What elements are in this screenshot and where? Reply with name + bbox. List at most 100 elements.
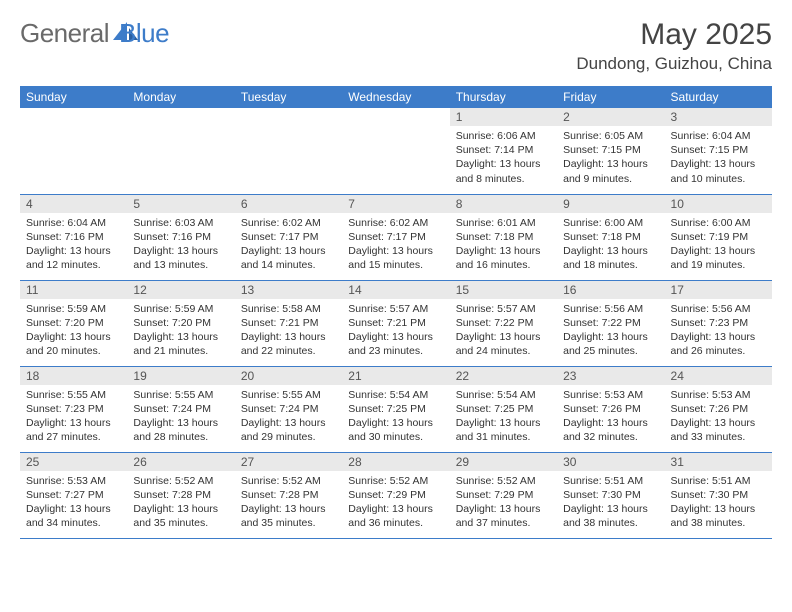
day-number: 6 <box>235 195 342 213</box>
day-details: Sunrise: 5:59 AMSunset: 7:20 PMDaylight:… <box>127 299 234 363</box>
day-number: 2 <box>557 108 664 126</box>
sunset-line: Sunset: 7:30 PM <box>671 488 766 502</box>
day-number: 23 <box>557 367 664 385</box>
day-number: 28 <box>342 453 449 471</box>
daylight-line: Daylight: 13 hours and 22 minutes. <box>241 330 336 358</box>
day-number: 8 <box>450 195 557 213</box>
day-cell: 29Sunrise: 5:52 AMSunset: 7:29 PMDayligh… <box>450 452 557 538</box>
day-cell: 10Sunrise: 6:00 AMSunset: 7:19 PMDayligh… <box>665 194 772 280</box>
day-details: Sunrise: 5:53 AMSunset: 7:26 PMDaylight:… <box>665 385 772 449</box>
day-details: Sunrise: 6:01 AMSunset: 7:18 PMDaylight:… <box>450 213 557 277</box>
calendar-row: 4Sunrise: 6:04 AMSunset: 7:16 PMDaylight… <box>20 194 772 280</box>
daylight-line: Daylight: 13 hours and 33 minutes. <box>671 416 766 444</box>
sunset-line: Sunset: 7:19 PM <box>671 230 766 244</box>
sunset-line: Sunset: 7:15 PM <box>671 143 766 157</box>
day-details: Sunrise: 6:02 AMSunset: 7:17 PMDaylight:… <box>235 213 342 277</box>
sunrise-line: Sunrise: 5:54 AM <box>348 388 443 402</box>
sunrise-line: Sunrise: 5:53 AM <box>563 388 658 402</box>
daylight-line: Daylight: 13 hours and 12 minutes. <box>26 244 121 272</box>
sunrise-line: Sunrise: 5:55 AM <box>133 388 228 402</box>
day-number: 31 <box>665 453 772 471</box>
sunrise-line: Sunrise: 5:56 AM <box>563 302 658 316</box>
daylight-line: Daylight: 13 hours and 31 minutes. <box>456 416 551 444</box>
day-details: Sunrise: 5:52 AMSunset: 7:29 PMDaylight:… <box>342 471 449 535</box>
weekday-header: Tuesday <box>235 86 342 108</box>
sunset-line: Sunset: 7:29 PM <box>348 488 443 502</box>
day-details: Sunrise: 5:57 AMSunset: 7:22 PMDaylight:… <box>450 299 557 363</box>
day-details: Sunrise: 6:05 AMSunset: 7:15 PMDaylight:… <box>557 126 664 190</box>
day-number: 30 <box>557 453 664 471</box>
day-details: Sunrise: 5:53 AMSunset: 7:27 PMDaylight:… <box>20 471 127 535</box>
daylight-line: Daylight: 13 hours and 32 minutes. <box>563 416 658 444</box>
sunrise-line: Sunrise: 6:01 AM <box>456 216 551 230</box>
sunset-line: Sunset: 7:24 PM <box>133 402 228 416</box>
sunset-line: Sunset: 7:25 PM <box>456 402 551 416</box>
day-cell: 13Sunrise: 5:58 AMSunset: 7:21 PMDayligh… <box>235 280 342 366</box>
empty-cell <box>342 108 449 194</box>
sunrise-line: Sunrise: 5:55 AM <box>241 388 336 402</box>
sunset-line: Sunset: 7:20 PM <box>26 316 121 330</box>
sunrise-line: Sunrise: 6:00 AM <box>563 216 658 230</box>
weekday-header: Saturday <box>665 86 772 108</box>
sunset-line: Sunset: 7:22 PM <box>456 316 551 330</box>
weekday-header: Thursday <box>450 86 557 108</box>
calendar-row: 18Sunrise: 5:55 AMSunset: 7:23 PMDayligh… <box>20 366 772 452</box>
day-cell: 20Sunrise: 5:55 AMSunset: 7:24 PMDayligh… <box>235 366 342 452</box>
daylight-line: Daylight: 13 hours and 29 minutes. <box>241 416 336 444</box>
day-cell: 5Sunrise: 6:03 AMSunset: 7:16 PMDaylight… <box>127 194 234 280</box>
day-details: Sunrise: 5:51 AMSunset: 7:30 PMDaylight:… <box>665 471 772 535</box>
day-cell: 21Sunrise: 5:54 AMSunset: 7:25 PMDayligh… <box>342 366 449 452</box>
day-number: 20 <box>235 367 342 385</box>
day-cell: 12Sunrise: 5:59 AMSunset: 7:20 PMDayligh… <box>127 280 234 366</box>
weekday-header: Friday <box>557 86 664 108</box>
day-cell: 19Sunrise: 5:55 AMSunset: 7:24 PMDayligh… <box>127 366 234 452</box>
day-details: Sunrise: 6:04 AMSunset: 7:16 PMDaylight:… <box>20 213 127 277</box>
header: General Blue May 2025 Dundong, Guizhou, … <box>20 18 772 74</box>
sunrise-line: Sunrise: 5:52 AM <box>456 474 551 488</box>
day-cell: 31Sunrise: 5:51 AMSunset: 7:30 PMDayligh… <box>665 452 772 538</box>
day-details: Sunrise: 5:56 AMSunset: 7:22 PMDaylight:… <box>557 299 664 363</box>
day-cell: 4Sunrise: 6:04 AMSunset: 7:16 PMDaylight… <box>20 194 127 280</box>
sunset-line: Sunset: 7:28 PM <box>133 488 228 502</box>
day-details: Sunrise: 6:04 AMSunset: 7:15 PMDaylight:… <box>665 126 772 190</box>
weekday-header-row: SundayMondayTuesdayWednesdayThursdayFrid… <box>20 86 772 108</box>
daylight-line: Daylight: 13 hours and 9 minutes. <box>563 157 658 185</box>
day-cell: 14Sunrise: 5:57 AMSunset: 7:21 PMDayligh… <box>342 280 449 366</box>
day-number: 27 <box>235 453 342 471</box>
daylight-line: Daylight: 13 hours and 27 minutes. <box>26 416 121 444</box>
daylight-line: Daylight: 13 hours and 38 minutes. <box>671 502 766 530</box>
day-cell: 11Sunrise: 5:59 AMSunset: 7:20 PMDayligh… <box>20 280 127 366</box>
logo-word-1: General <box>20 18 109 49</box>
day-cell: 3Sunrise: 6:04 AMSunset: 7:15 PMDaylight… <box>665 108 772 194</box>
daylight-line: Daylight: 13 hours and 35 minutes. <box>133 502 228 530</box>
daylight-line: Daylight: 13 hours and 38 minutes. <box>563 502 658 530</box>
day-cell: 18Sunrise: 5:55 AMSunset: 7:23 PMDayligh… <box>20 366 127 452</box>
calendar-row: 25Sunrise: 5:53 AMSunset: 7:27 PMDayligh… <box>20 452 772 538</box>
day-number: 15 <box>450 281 557 299</box>
sunrise-line: Sunrise: 5:52 AM <box>133 474 228 488</box>
calendar-row: 1Sunrise: 6:06 AMSunset: 7:14 PMDaylight… <box>20 108 772 194</box>
sunrise-line: Sunrise: 5:52 AM <box>241 474 336 488</box>
day-cell: 16Sunrise: 5:56 AMSunset: 7:22 PMDayligh… <box>557 280 664 366</box>
sunset-line: Sunset: 7:25 PM <box>348 402 443 416</box>
sunrise-line: Sunrise: 6:05 AM <box>563 129 658 143</box>
day-details: Sunrise: 5:52 AMSunset: 7:28 PMDaylight:… <box>235 471 342 535</box>
day-number: 3 <box>665 108 772 126</box>
daylight-line: Daylight: 13 hours and 16 minutes. <box>456 244 551 272</box>
daylight-line: Daylight: 13 hours and 37 minutes. <box>456 502 551 530</box>
calendar-body: 1Sunrise: 6:06 AMSunset: 7:14 PMDaylight… <box>20 108 772 538</box>
day-details: Sunrise: 5:57 AMSunset: 7:21 PMDaylight:… <box>342 299 449 363</box>
weekday-header: Monday <box>127 86 234 108</box>
day-details: Sunrise: 5:55 AMSunset: 7:23 PMDaylight:… <box>20 385 127 449</box>
day-number: 9 <box>557 195 664 213</box>
day-number: 1 <box>450 108 557 126</box>
day-number: 26 <box>127 453 234 471</box>
sunset-line: Sunset: 7:18 PM <box>563 230 658 244</box>
day-cell: 22Sunrise: 5:54 AMSunset: 7:25 PMDayligh… <box>450 366 557 452</box>
day-details: Sunrise: 5:52 AMSunset: 7:28 PMDaylight:… <box>127 471 234 535</box>
day-details: Sunrise: 6:00 AMSunset: 7:19 PMDaylight:… <box>665 213 772 277</box>
sunrise-line: Sunrise: 5:57 AM <box>456 302 551 316</box>
sunset-line: Sunset: 7:28 PM <box>241 488 336 502</box>
day-number: 5 <box>127 195 234 213</box>
sunset-line: Sunset: 7:17 PM <box>241 230 336 244</box>
